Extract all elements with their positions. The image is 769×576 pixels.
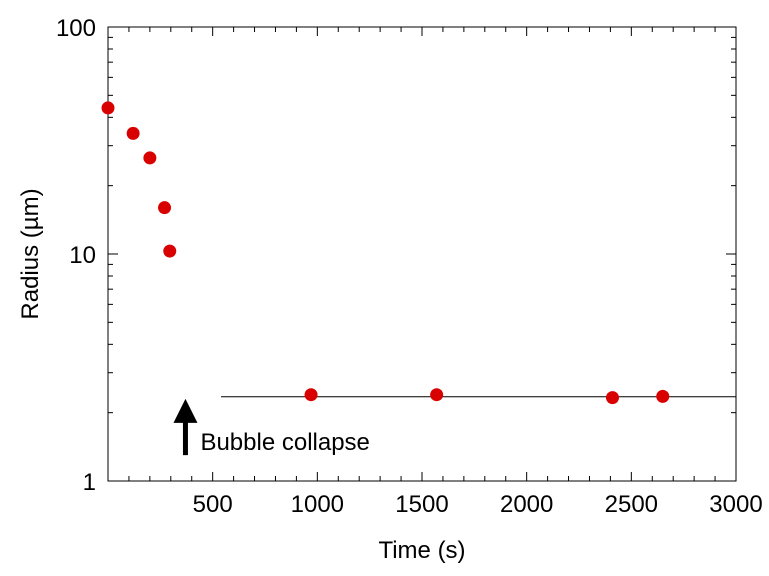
annotation: Bubble collapse <box>173 398 370 456</box>
data-point <box>143 151 157 165</box>
data-point <box>101 101 115 115</box>
x-tick-label: 2500 <box>605 491 658 518</box>
x-tick-label: 500 <box>193 491 233 518</box>
data-point <box>430 388 444 402</box>
x-tick-label: 1500 <box>395 491 448 518</box>
data-point <box>605 391 619 405</box>
annotation-text: Bubble collapse <box>200 429 369 456</box>
x-tick-label: 1000 <box>291 491 344 518</box>
data-points <box>101 101 670 405</box>
y-axis-label: Radius (µm) <box>17 188 44 319</box>
y-tick-label: 10 <box>69 242 96 269</box>
data-point <box>158 201 172 215</box>
data-point <box>163 244 177 258</box>
data-point <box>304 388 318 402</box>
x-axis-label: Time (s) <box>378 537 465 564</box>
y-tick-label: 100 <box>56 15 96 42</box>
up-arrow-icon <box>173 398 198 423</box>
x-tick-label: 3000 <box>709 491 762 518</box>
data-point <box>656 389 670 403</box>
tick-labels: 500 1000 1500 2000 2500 3000 1 10 100 <box>56 15 763 518</box>
y-tick-label: 1 <box>83 469 96 496</box>
axis-ticks <box>108 26 736 482</box>
data-point <box>126 126 140 140</box>
plot-frame <box>107 26 737 482</box>
x-tick-label: 2000 <box>500 491 553 518</box>
